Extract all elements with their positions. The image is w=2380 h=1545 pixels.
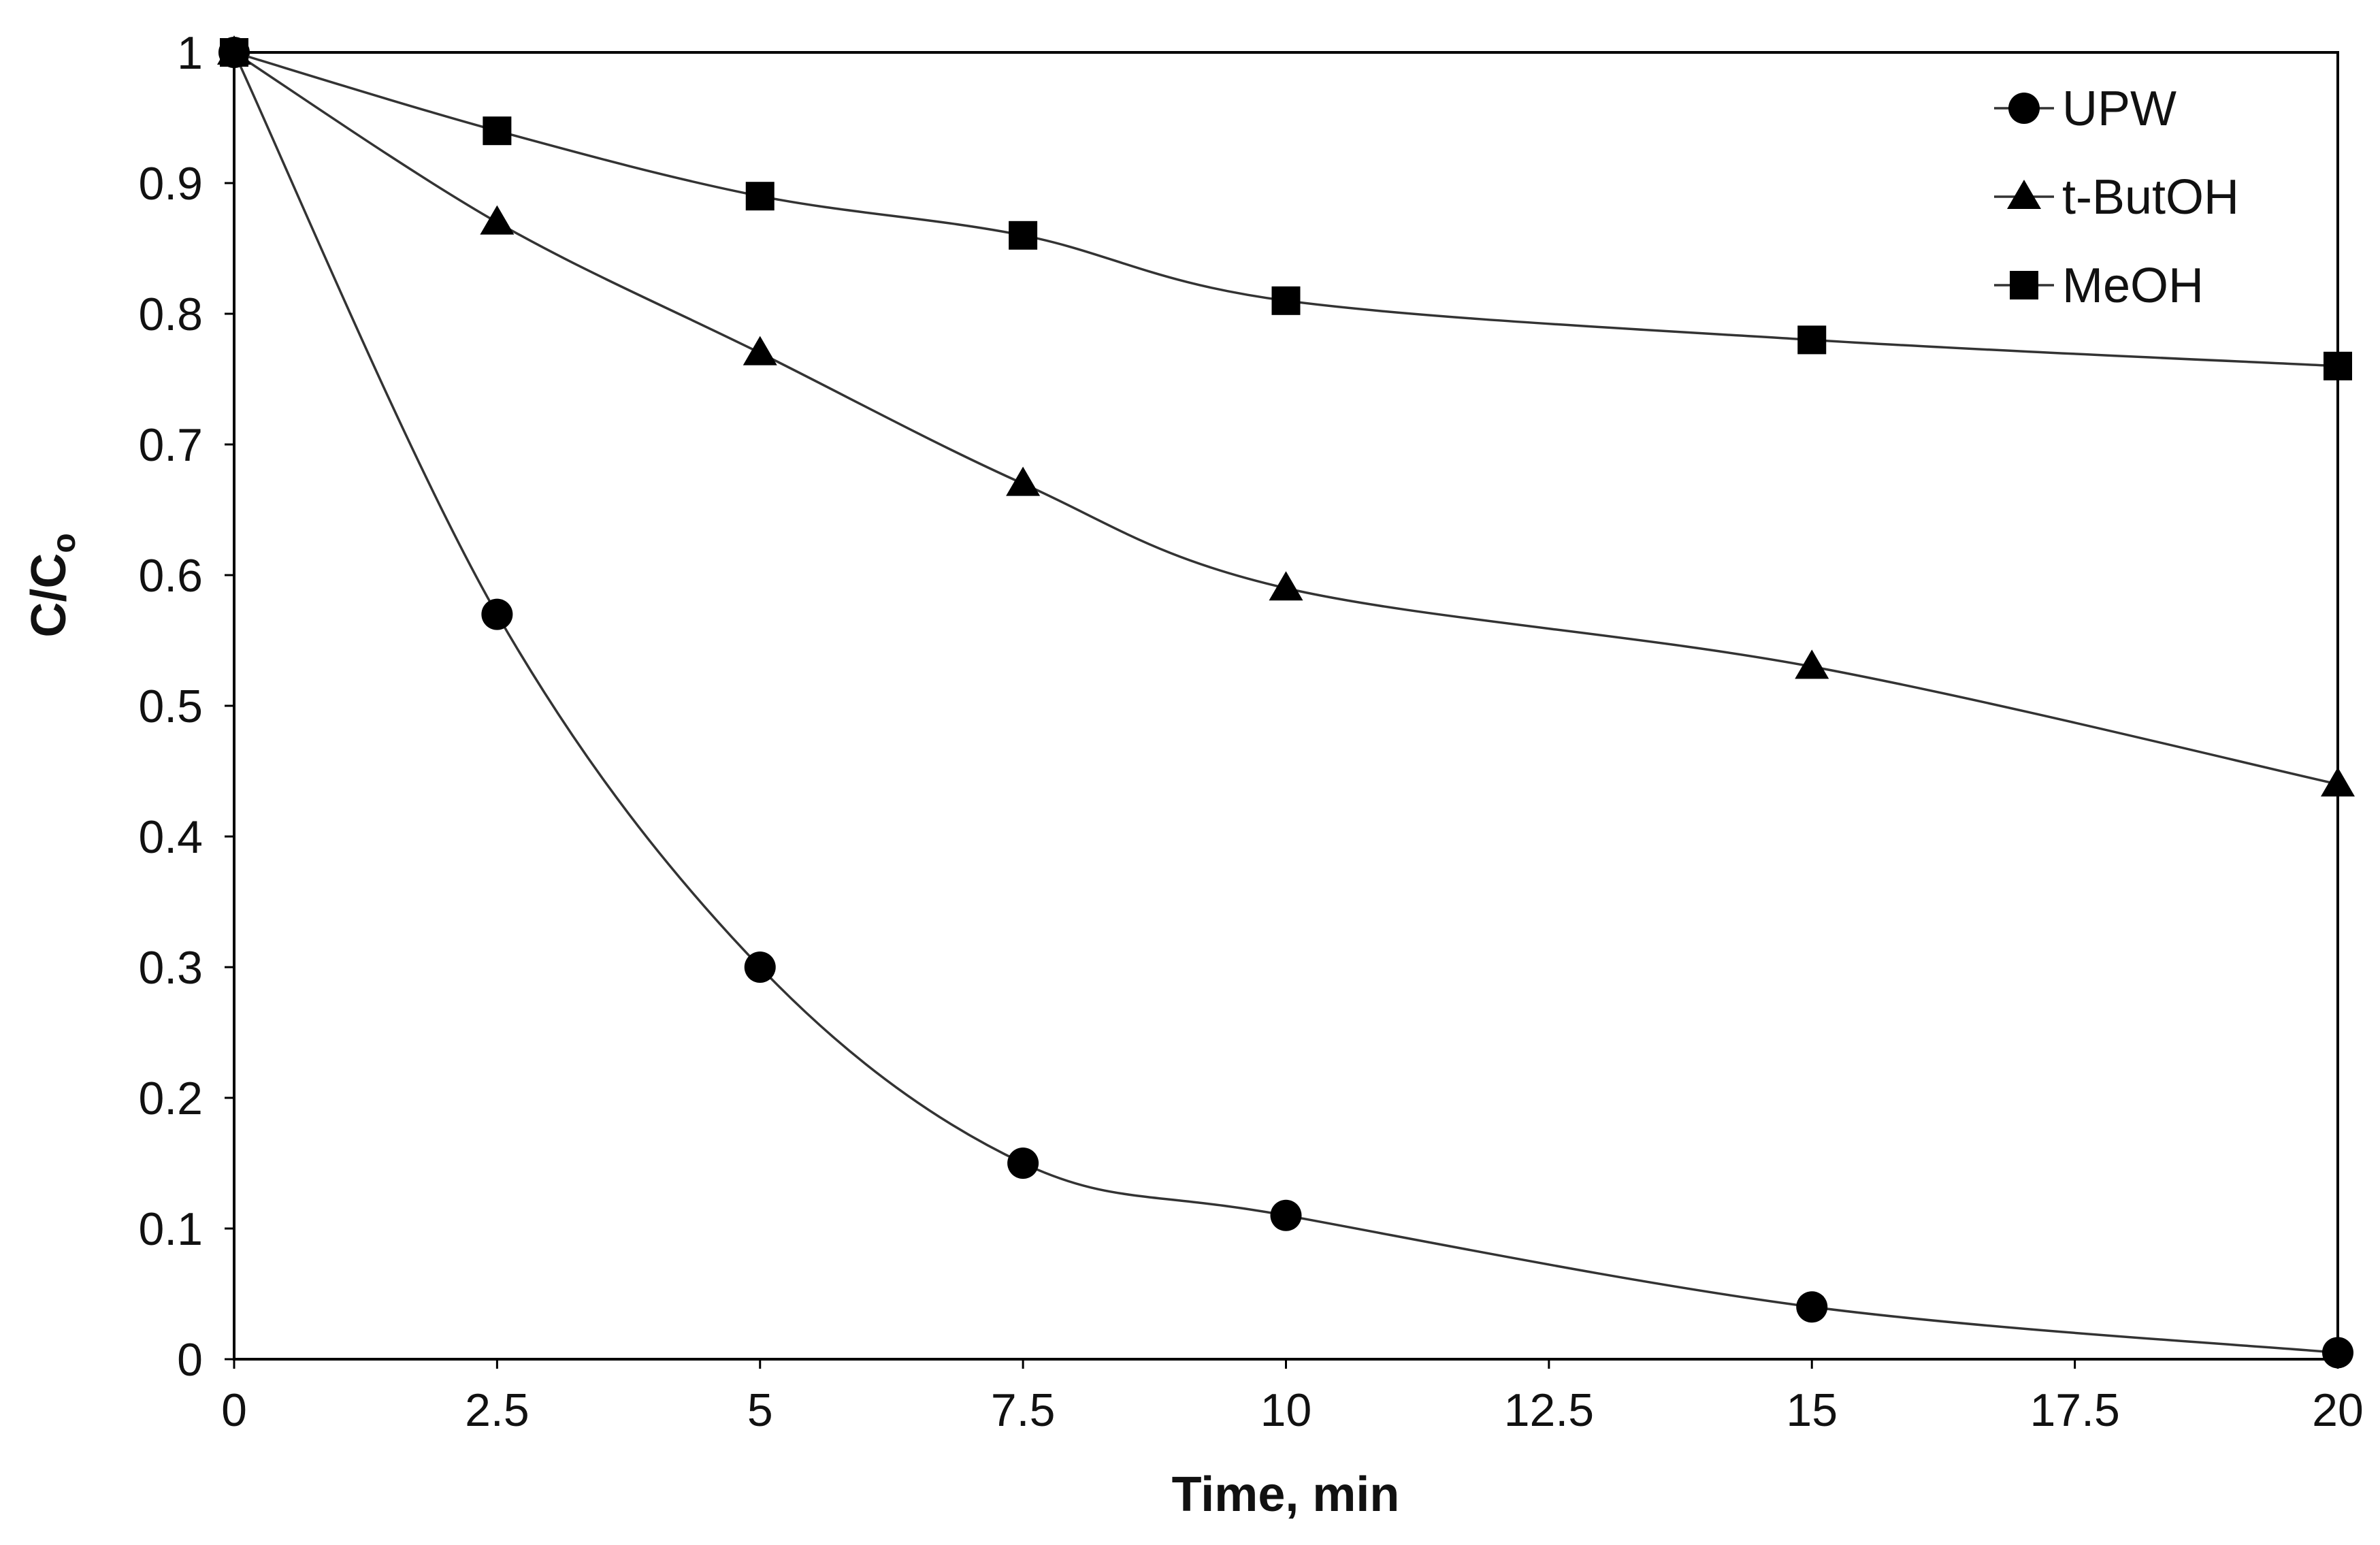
series-meoh: [220, 38, 2352, 380]
y-tick-label: 0.5: [138, 681, 203, 732]
data-point-meoh: [2324, 351, 2352, 380]
legend-marker-upw: [2008, 93, 2040, 124]
data-point-meoh: [1797, 325, 1827, 355]
x-tick-label: 5: [747, 1384, 773, 1436]
data-point-t-butoh: [743, 336, 777, 365]
data-point-meoh: [220, 38, 248, 67]
y-tick-label: 0.7: [138, 419, 203, 471]
legend: UPW t-ButOH MeOH: [1994, 82, 2239, 313]
y-tick-label: 0: [177, 1334, 203, 1386]
legend-label: MeOH: [2062, 259, 2204, 313]
x-axis-ticks: 0 2.5 5 7.5 10 12.5 15 17.5 20: [221, 1359, 2364, 1436]
x-tick-label: 10: [1260, 1384, 1312, 1436]
y-tick-label: 0.9: [138, 158, 203, 210]
x-tick-label: 7.5: [991, 1384, 1056, 1436]
series-t-butoh: [217, 35, 2355, 797]
data-point-t-butoh: [2321, 767, 2355, 797]
y-tick-label: 0.4: [138, 811, 203, 863]
y-axis-title-main: C/C: [22, 553, 76, 638]
y-tick-label: 0.1: [138, 1203, 203, 1255]
x-tick-label: 20: [2312, 1384, 2364, 1436]
data-point-t-butoh: [1006, 466, 1041, 496]
data-point-upw: [744, 952, 776, 983]
y-axis-title-subscript: o: [46, 533, 82, 553]
y-tick-label: 0.6: [138, 550, 203, 602]
x-tick-label: 15: [1786, 1384, 1838, 1436]
data-point-upw: [481, 598, 513, 630]
legend-marker-t-butoh: [2007, 180, 2041, 209]
data-point-meoh: [1271, 286, 1301, 315]
data-point-upw: [1796, 1291, 1828, 1323]
y-tick-label: 0.8: [138, 289, 203, 340]
data-point-meoh: [483, 116, 512, 146]
legend-item-upw: UPW: [1994, 82, 2177, 136]
svg-text:C/Co: C/Co: [22, 533, 82, 637]
y-tick-label: 0.3: [138, 942, 203, 994]
x-tick-label: 12.5: [1504, 1384, 1594, 1436]
x-tick-label: 0: [221, 1384, 247, 1436]
legend-item-t-butoh: t-ButOH: [1994, 170, 2239, 225]
plot-frame: [233, 51, 2339, 1361]
data-point-t-butoh: [1269, 571, 1303, 601]
y-axis-title: C/Co: [22, 533, 82, 637]
x-tick-label: 17.5: [2029, 1384, 2119, 1436]
data-point-upw: [1270, 1199, 1302, 1231]
y-tick-label: 0.2: [138, 1073, 203, 1124]
data-point-meoh: [1009, 221, 1038, 250]
data-point-t-butoh: [1795, 649, 1829, 679]
series-layer: [217, 35, 2355, 1369]
x-axis-title: Time, min: [1172, 1467, 1400, 1522]
data-point-meoh: [745, 182, 775, 211]
data-point-upw: [2322, 1337, 2353, 1369]
x-tick-label: 2.5: [465, 1384, 529, 1436]
legend-label: UPW: [2062, 82, 2177, 136]
legend-item-meoh: MeOH: [1994, 259, 2204, 313]
y-axis-ticks: 0 0.1 0.2 0.3 0.4 0.5 0.6 0.7 0.8 0.9 1: [138, 27, 234, 1386]
y-tick-label: 1: [177, 27, 203, 79]
legend-marker-meoh: [2010, 271, 2038, 299]
legend-label: t-ButOH: [2062, 170, 2239, 225]
data-point-upw: [1007, 1148, 1039, 1179]
data-point-t-butoh: [480, 205, 515, 235]
